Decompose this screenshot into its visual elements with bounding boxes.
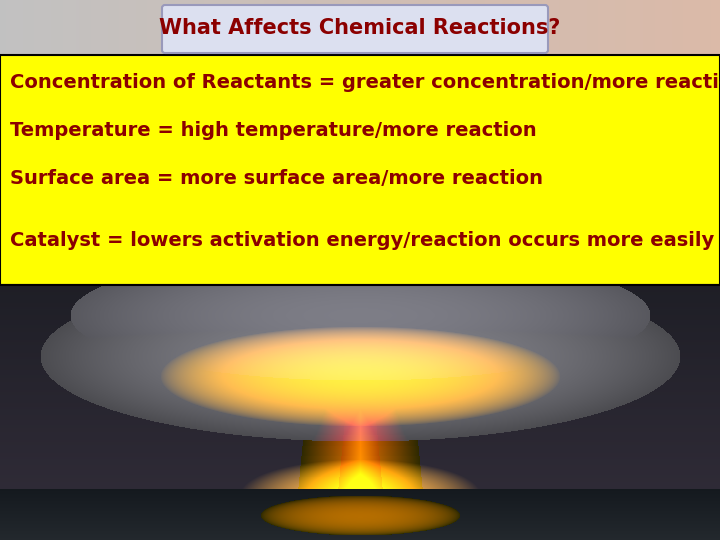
FancyBboxPatch shape xyxy=(0,55,720,285)
Text: Catalyst = lowers activation energy/reaction occurs more easily: Catalyst = lowers activation energy/reac… xyxy=(10,231,714,249)
Text: What Affects Chemical Reactions?: What Affects Chemical Reactions? xyxy=(159,18,561,38)
Text: Concentration of Reactants = greater concentration/more reaction: Concentration of Reactants = greater con… xyxy=(10,72,720,91)
Text: Temperature = high temperature/more reaction: Temperature = high temperature/more reac… xyxy=(10,120,536,139)
Text: Surface area = more surface area/more reaction: Surface area = more surface area/more re… xyxy=(10,168,543,187)
FancyBboxPatch shape xyxy=(162,5,548,53)
